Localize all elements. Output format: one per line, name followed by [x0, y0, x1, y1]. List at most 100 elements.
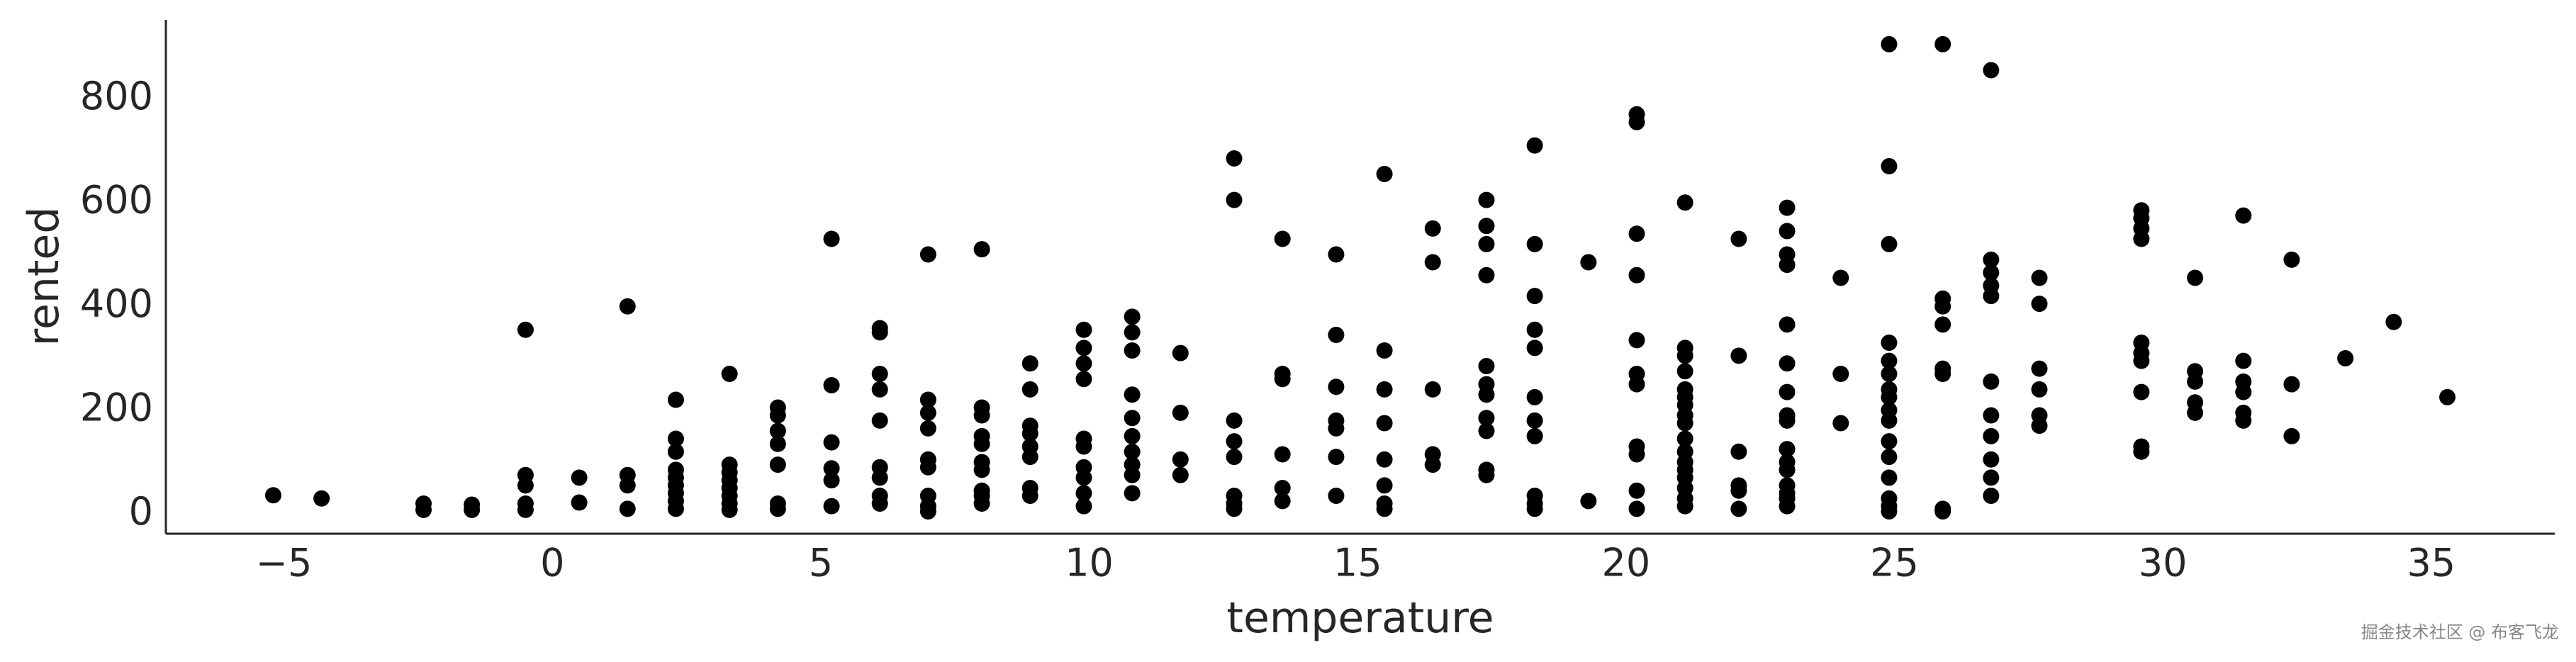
- point: [1628, 500, 1645, 517]
- point: [1021, 381, 1038, 398]
- point: [313, 490, 330, 507]
- point: [1526, 500, 1543, 517]
- point: [1124, 308, 1141, 325]
- point: [973, 435, 990, 452]
- point: [1124, 386, 1141, 403]
- point: [517, 477, 534, 494]
- point: [1478, 191, 1495, 208]
- point: [264, 487, 281, 504]
- point: [1328, 449, 1345, 466]
- point: [871, 324, 888, 341]
- point: [973, 407, 990, 424]
- point: [1274, 480, 1291, 497]
- point: [1832, 365, 1849, 382]
- point: [1983, 264, 2000, 281]
- point: [871, 365, 888, 382]
- point: [1124, 410, 1141, 427]
- point: [1730, 230, 1747, 247]
- point: [1226, 433, 1243, 450]
- point: [2031, 360, 2048, 377]
- x-tick-label: 30: [2139, 541, 2188, 585]
- point: [973, 241, 990, 258]
- point: [2235, 207, 2252, 224]
- point: [1676, 430, 1693, 447]
- point: [973, 495, 990, 512]
- point: [1075, 355, 1092, 372]
- point: [1934, 298, 1951, 315]
- point: [2283, 251, 2300, 268]
- point: [1172, 344, 1189, 361]
- point: [1328, 327, 1345, 344]
- y-axis-label: rented: [19, 207, 69, 347]
- point: [2187, 373, 2204, 390]
- point: [1478, 386, 1495, 403]
- point: [1526, 427, 1543, 444]
- point: [1526, 340, 1543, 357]
- point: [823, 472, 840, 489]
- point: [1376, 342, 1393, 359]
- point: [1779, 199, 1796, 216]
- point: [2235, 412, 2252, 429]
- point: [1832, 269, 1849, 286]
- y-tick-label: 200: [80, 385, 153, 430]
- point: [1478, 357, 1495, 374]
- point: [823, 377, 840, 394]
- point: [1075, 498, 1092, 515]
- point: [769, 435, 786, 452]
- point: [571, 494, 588, 511]
- point: [871, 412, 888, 429]
- point: [1983, 373, 2000, 390]
- point: [1021, 488, 1038, 505]
- point: [823, 230, 840, 247]
- point: [1832, 415, 1849, 432]
- point: [1779, 441, 1796, 458]
- point: [2283, 427, 2300, 444]
- x-tick-label: 5: [809, 541, 833, 585]
- point: [1526, 288, 1543, 305]
- point: [1328, 488, 1345, 505]
- point: [1779, 498, 1796, 515]
- point: [1075, 438, 1092, 455]
- x-tick-label: 10: [1065, 541, 1114, 585]
- point: [1983, 62, 2000, 79]
- point: [667, 430, 684, 447]
- point: [2439, 388, 2456, 405]
- point: [1376, 500, 1393, 517]
- y-tick-label: 800: [80, 74, 153, 118]
- point: [1526, 412, 1543, 429]
- point: [1328, 420, 1345, 437]
- point: [1226, 500, 1243, 517]
- point: [2283, 376, 2300, 393]
- point: [1124, 443, 1141, 460]
- x-tick-label: −5: [256, 541, 313, 585]
- point: [2235, 383, 2252, 400]
- point: [1526, 321, 1543, 338]
- point: [1881, 433, 1898, 450]
- point: [1881, 235, 1898, 252]
- point: [2031, 269, 2048, 286]
- point: [769, 456, 786, 473]
- point: [1424, 381, 1441, 398]
- point: [1424, 220, 1441, 237]
- point: [2187, 404, 2204, 421]
- point: [619, 500, 636, 517]
- point: [1226, 449, 1243, 466]
- point: [2133, 352, 2150, 369]
- point: [1274, 230, 1291, 247]
- point: [919, 503, 936, 520]
- point: [1424, 456, 1441, 473]
- point: [1881, 158, 1898, 175]
- point: [871, 469, 888, 486]
- point: [1779, 316, 1796, 333]
- point: [667, 500, 684, 517]
- point: [415, 501, 432, 518]
- point: [2235, 352, 2252, 369]
- point: [1730, 347, 1747, 364]
- point: [1172, 451, 1189, 468]
- point: [1226, 150, 1243, 167]
- point: [1124, 427, 1141, 444]
- point: [1526, 388, 1543, 405]
- point: [1124, 342, 1141, 359]
- point: [769, 407, 786, 424]
